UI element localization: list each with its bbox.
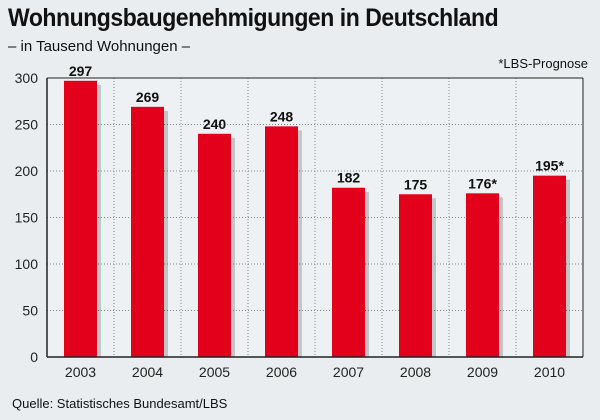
x-tick-label: 2008 bbox=[400, 364, 431, 380]
bar-2005 bbox=[198, 133, 231, 357]
data-label: 195* bbox=[535, 158, 564, 174]
bar-2008 bbox=[399, 194, 432, 357]
x-tick-label: 2005 bbox=[199, 364, 230, 380]
x-tick-label: 2004 bbox=[132, 364, 163, 380]
data-label: 182 bbox=[337, 170, 361, 186]
bar-2009 bbox=[466, 193, 499, 357]
y-tick-label: 50 bbox=[22, 303, 38, 319]
x-tick-label: 2009 bbox=[467, 364, 498, 380]
bar-2003 bbox=[64, 80, 97, 357]
y-tick-label: 200 bbox=[15, 163, 39, 179]
x-tick-label: 2006 bbox=[266, 364, 297, 380]
bar-2007 bbox=[332, 187, 365, 357]
bar-2004 bbox=[131, 106, 164, 357]
y-tick-label: 300 bbox=[15, 70, 39, 86]
chart-subtitle: – in Tausend Wohnungen – bbox=[8, 38, 191, 55]
x-tick-label: 2003 bbox=[65, 364, 96, 380]
chart-title: Wohnungsbaugenehmigungen in Deutschland bbox=[8, 4, 499, 32]
x-tick-label: 2007 bbox=[333, 364, 364, 380]
x-tick-label: 2010 bbox=[534, 364, 565, 380]
y-tick-label: 0 bbox=[30, 349, 38, 365]
data-label: 269 bbox=[136, 89, 160, 105]
data-label: 240 bbox=[203, 116, 227, 132]
bar-2006 bbox=[265, 126, 298, 357]
data-label: 297 bbox=[69, 63, 93, 79]
y-tick-label: 150 bbox=[15, 210, 39, 226]
bar-2010 bbox=[533, 175, 566, 357]
y-tick-label: 250 bbox=[15, 117, 39, 133]
data-label: 176* bbox=[468, 175, 497, 191]
y-tick-label: 100 bbox=[15, 256, 39, 272]
forecast-note: *LBS-Prognose bbox=[498, 56, 588, 71]
data-label: 248 bbox=[270, 108, 294, 124]
data-label: 175 bbox=[404, 176, 428, 192]
source-note: Quelle: Statistisches Bundesamt/LBS bbox=[12, 396, 228, 411]
